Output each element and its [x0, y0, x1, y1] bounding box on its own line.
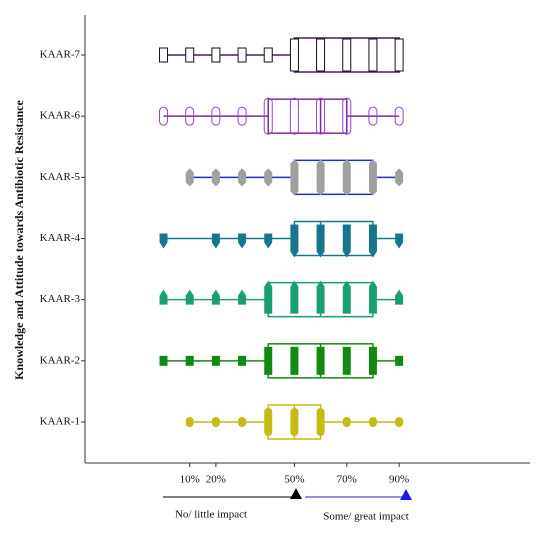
- point: [238, 233, 247, 249]
- point: [316, 97, 326, 135]
- point: [395, 233, 404, 249]
- point: [159, 289, 168, 305]
- point: [211, 355, 220, 366]
- point: [368, 346, 377, 375]
- x-tick-label: 50%: [284, 474, 304, 486]
- x-tick-label: 20%: [206, 474, 226, 486]
- x-tick-label: 10%: [180, 474, 200, 486]
- point: [159, 106, 169, 126]
- point: [238, 355, 247, 366]
- point: [289, 97, 299, 135]
- point: [368, 417, 377, 427]
- arrow-head: [400, 489, 412, 500]
- point: [342, 159, 351, 196]
- point: [368, 280, 377, 314]
- point: [211, 47, 221, 63]
- x-tick-label: 90%: [389, 474, 409, 486]
- point: [185, 289, 194, 305]
- point: [185, 417, 194, 427]
- point: [211, 168, 220, 187]
- point: [263, 47, 273, 63]
- point: [290, 408, 299, 436]
- point: [342, 417, 351, 427]
- y-tick-label: KAAR-2: [40, 354, 80, 366]
- point: [185, 168, 194, 187]
- point: [368, 224, 377, 258]
- point: [238, 168, 247, 187]
- x-tick-label: 70%: [337, 474, 357, 486]
- point: [316, 38, 326, 72]
- y-tick-label: KAAR-6: [40, 110, 81, 122]
- point: [316, 159, 325, 196]
- point: [237, 47, 247, 63]
- box: [267, 98, 348, 134]
- point: [342, 346, 351, 375]
- box: [293, 220, 374, 257]
- point: [211, 417, 220, 427]
- point: [395, 417, 404, 427]
- point: [368, 38, 378, 72]
- point: [290, 159, 299, 196]
- point: [264, 168, 273, 187]
- point: [264, 408, 273, 436]
- point: [395, 355, 404, 366]
- point: [238, 289, 247, 305]
- point: [394, 38, 404, 72]
- point: [264, 233, 273, 249]
- point: [316, 408, 325, 436]
- point: [159, 355, 168, 366]
- point: [316, 224, 325, 258]
- arrow-head: [290, 488, 302, 499]
- point: [342, 97, 352, 135]
- point: [395, 168, 404, 187]
- point: [263, 97, 273, 135]
- point: [264, 280, 273, 314]
- point: [211, 233, 220, 249]
- point: [159, 47, 169, 63]
- y-tick-label: KAAR-5: [40, 171, 81, 183]
- point: [289, 38, 299, 72]
- point: [290, 346, 299, 375]
- point: [159, 233, 168, 249]
- point: [211, 289, 220, 305]
- box: [293, 159, 374, 196]
- point: [342, 38, 352, 72]
- y-axis-label: Knowledge and Attitude towards Antibioti…: [12, 99, 26, 379]
- annotation: No/ little impact: [175, 509, 247, 521]
- point: [342, 280, 351, 314]
- point: [290, 224, 299, 258]
- point: [316, 346, 325, 375]
- point: [237, 106, 247, 126]
- point: [342, 224, 351, 258]
- point: [185, 355, 194, 366]
- point: [316, 280, 325, 314]
- point: [368, 159, 377, 196]
- point: [264, 346, 273, 375]
- point: [185, 106, 195, 126]
- point: [211, 106, 221, 126]
- y-tick-label: KAAR-1: [40, 416, 80, 428]
- point: [368, 106, 378, 126]
- point: [395, 289, 404, 305]
- annotation: Some/ great impact: [323, 511, 409, 523]
- point: [185, 47, 195, 63]
- point: [238, 417, 247, 427]
- point: [290, 280, 299, 314]
- y-tick-label: KAAR-3: [40, 293, 81, 305]
- point: [394, 106, 404, 126]
- y-tick-label: KAAR-7: [40, 49, 81, 61]
- y-tick-label: KAAR-4: [40, 232, 81, 244]
